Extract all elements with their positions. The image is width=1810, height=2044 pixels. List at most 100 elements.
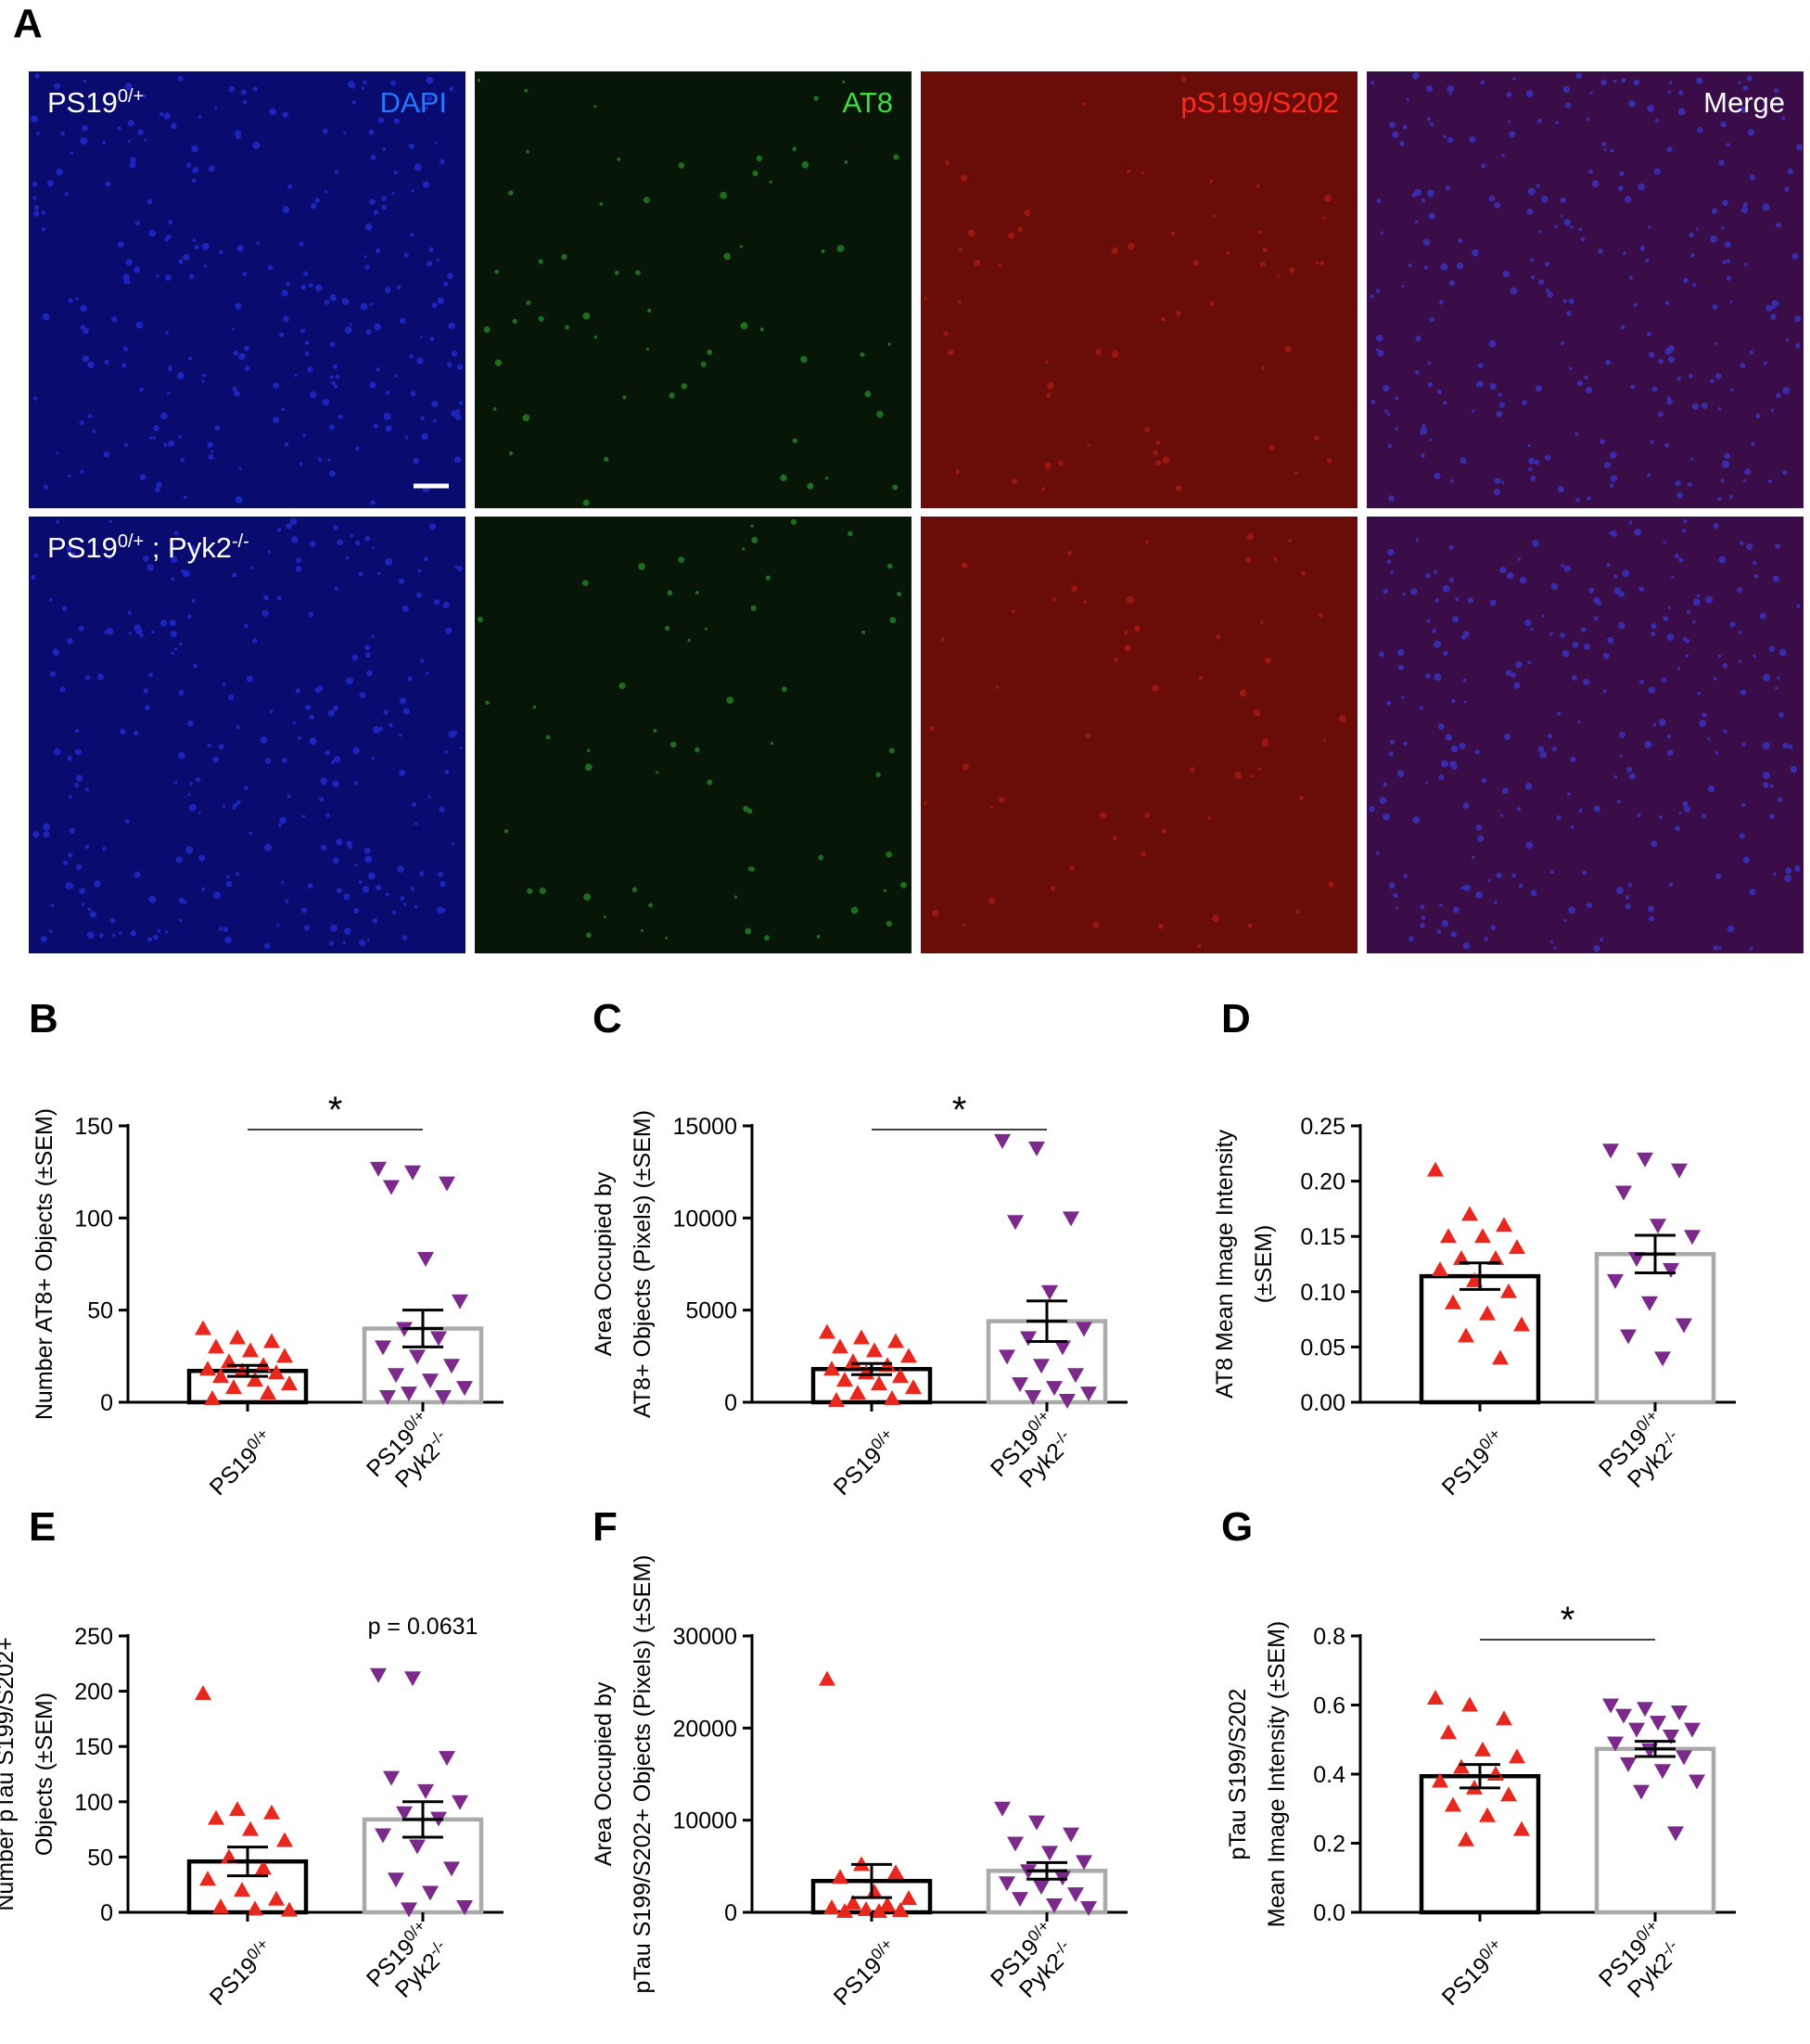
cell-spot bbox=[202, 243, 210, 250]
data-point bbox=[1500, 1786, 1517, 1802]
cell-spot bbox=[1467, 597, 1473, 604]
cell-spot bbox=[98, 932, 104, 939]
cell-spot bbox=[331, 381, 336, 386]
cell-spot bbox=[201, 887, 206, 891]
cell-spot bbox=[1443, 401, 1447, 405]
cell-spot bbox=[192, 238, 197, 242]
data-point bbox=[1059, 1394, 1076, 1410]
cell-spot bbox=[1620, 325, 1625, 330]
cell-spot bbox=[94, 880, 101, 888]
data-point bbox=[456, 1900, 473, 1916]
cell-spot bbox=[1725, 241, 1731, 248]
cell-spot bbox=[512, 318, 517, 324]
cell-spot bbox=[876, 410, 884, 418]
cell-spot bbox=[1012, 609, 1015, 614]
cell-spot bbox=[1425, 573, 1431, 579]
cell-spot bbox=[1686, 609, 1690, 614]
cell-spot bbox=[233, 350, 239, 356]
cell-spot bbox=[614, 270, 619, 275]
data-point bbox=[195, 1684, 211, 1700]
cell-spot bbox=[1796, 144, 1804, 151]
cell-spot bbox=[1415, 335, 1421, 342]
cell-spot bbox=[191, 598, 196, 604]
cell-spot bbox=[1525, 90, 1534, 97]
cell-spot bbox=[188, 274, 195, 279]
cell-spot bbox=[707, 779, 713, 786]
cell-spot bbox=[1701, 402, 1708, 409]
cell-spot bbox=[68, 852, 73, 858]
y-axis-label: Objects (±SEM) bbox=[32, 1693, 57, 1856]
cell-spot bbox=[1658, 718, 1666, 726]
cell-spot bbox=[393, 171, 398, 174]
cell-spot bbox=[411, 189, 414, 193]
cell-spot bbox=[1245, 556, 1252, 563]
cell-spot bbox=[1375, 288, 1381, 294]
cell-spot bbox=[300, 328, 305, 334]
cell-spot bbox=[154, 486, 160, 492]
cell-spot bbox=[344, 326, 352, 334]
cell-spot bbox=[1612, 79, 1617, 83]
cell-spot bbox=[1434, 472, 1441, 479]
cell-spot bbox=[426, 671, 429, 675]
cell-spot bbox=[269, 709, 274, 713]
cell-spot bbox=[1593, 616, 1599, 621]
cell-spot bbox=[83, 327, 89, 335]
micrograph-texture bbox=[31, 73, 464, 505]
cell-spot bbox=[1690, 457, 1694, 461]
cell-spot bbox=[1124, 630, 1128, 635]
cell-spot bbox=[1678, 557, 1684, 563]
data-point bbox=[1474, 1741, 1491, 1757]
cell-spot bbox=[87, 361, 95, 369]
cell-spot bbox=[962, 562, 968, 568]
cell-spot bbox=[1668, 882, 1674, 887]
data-point bbox=[1041, 1284, 1058, 1300]
cell-spot bbox=[74, 783, 80, 788]
cell-spot bbox=[79, 888, 85, 894]
cell-spot bbox=[1580, 236, 1586, 242]
cell-spot bbox=[315, 284, 323, 292]
data-point bbox=[417, 1252, 434, 1268]
cell-spot bbox=[1717, 407, 1721, 411]
cell-spot bbox=[1763, 772, 1770, 779]
y-axis-label: Area Occupied by bbox=[591, 1681, 617, 1866]
cell-spot bbox=[1415, 370, 1420, 375]
cell-spot bbox=[1666, 735, 1671, 739]
cell-spot bbox=[1050, 886, 1055, 891]
cell-spot bbox=[1509, 131, 1516, 138]
cell-spot bbox=[1481, 163, 1486, 169]
cell-spot bbox=[451, 842, 454, 846]
cell-spot bbox=[207, 441, 213, 448]
y-axis-label: AT8+ Objects (Pixels) (±SEM) bbox=[630, 1110, 656, 1418]
cell-spot bbox=[370, 500, 376, 505]
cell-spot bbox=[959, 248, 963, 252]
cell-spot bbox=[1493, 488, 1500, 496]
cell-spot bbox=[1563, 565, 1571, 572]
cell-spot bbox=[1537, 230, 1542, 234]
cell-spot bbox=[399, 734, 402, 737]
cell-spot bbox=[1722, 460, 1729, 468]
cell-spot bbox=[508, 451, 514, 455]
cell-spot bbox=[282, 758, 287, 763]
y-axis-label: Area Occupied by bbox=[591, 1171, 617, 1356]
cell-spot bbox=[1597, 601, 1601, 606]
cell-spot bbox=[1469, 136, 1476, 143]
cell-spot bbox=[1301, 570, 1306, 576]
cell-spot bbox=[1593, 805, 1600, 812]
cell-spot bbox=[168, 220, 173, 225]
cell-spot bbox=[1575, 497, 1580, 503]
cell-spot bbox=[410, 233, 414, 237]
cell-spot bbox=[989, 805, 993, 809]
cell-spot bbox=[1650, 440, 1655, 444]
cell-spot bbox=[189, 782, 193, 786]
cell-spot bbox=[314, 198, 320, 203]
label-superscript: 0/+ bbox=[118, 86, 144, 107]
cell-spot bbox=[108, 519, 113, 524]
error-bar bbox=[1459, 1763, 1500, 1790]
category-line: PS190/+ bbox=[1435, 1935, 1511, 2011]
y-tick-label: 250 bbox=[74, 1624, 113, 1650]
cell-spot bbox=[444, 749, 449, 754]
cell-spot bbox=[1742, 202, 1748, 208]
cell-spot bbox=[1699, 720, 1706, 727]
cell-spot bbox=[1524, 783, 1533, 790]
data-point bbox=[255, 1859, 272, 1875]
